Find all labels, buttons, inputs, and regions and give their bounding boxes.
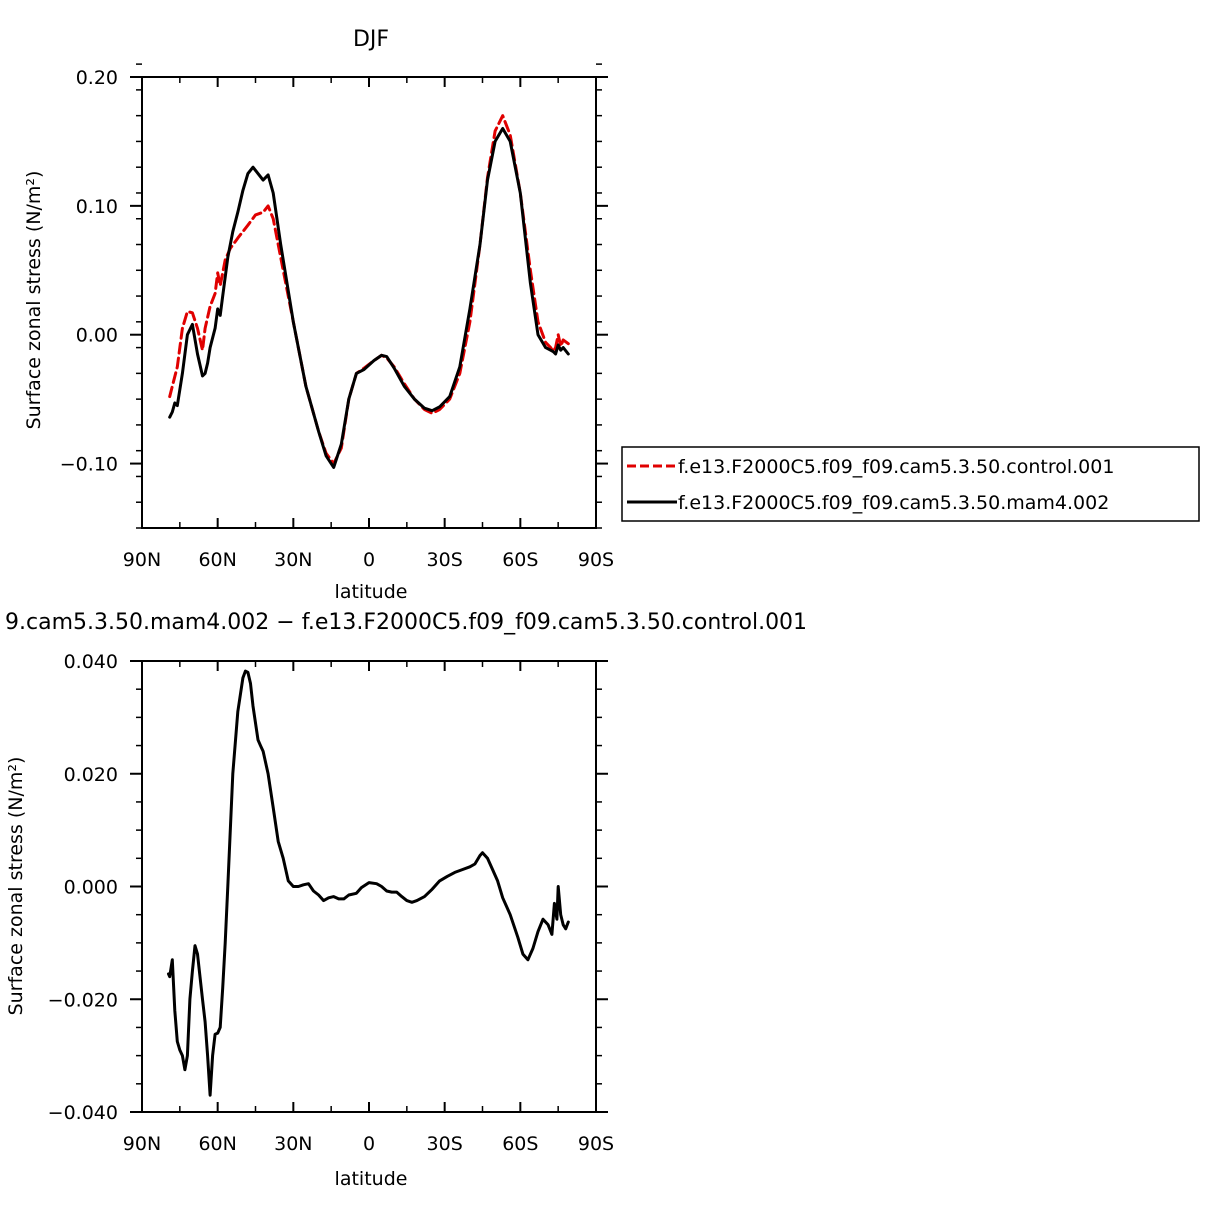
x-tick-label: 0 — [363, 1133, 375, 1155]
y-tick-label: 0.040 — [64, 651, 118, 673]
legend: f.e13.F2000C5.f09_f09.cam5.3.50.control.… — [621, 446, 1200, 522]
y-tick-label: 0.00 — [76, 325, 118, 347]
x-tick-label: 30N — [274, 549, 312, 571]
x-tick-label: 90S — [578, 1133, 614, 1155]
x-tick-label: 60N — [198, 1133, 236, 1155]
x-tick-label: 90N — [123, 1133, 161, 1155]
x-tick-label: 60S — [502, 549, 538, 571]
panel-bottom: 9.cam5.3.50.mam4.002 − f.e13.F2000C5.f09… — [5, 610, 807, 1190]
legend-label-control: f.e13.F2000C5.f09_f09.cam5.3.50.control.… — [678, 456, 1114, 478]
x-tick-label: 60S — [502, 1133, 538, 1155]
series-line-0 — [168, 114, 570, 466]
x-tick-label: 0 — [363, 549, 375, 571]
panel-bottom-ylabel: Surface zonal stress (N/m²) — [5, 757, 27, 1016]
y-tick-label: −0.020 — [48, 989, 118, 1011]
y-tick-label: −0.040 — [48, 1102, 118, 1124]
y-tick-label: −0.10 — [60, 454, 118, 476]
panel-bottom-xlabel: latitude — [335, 1168, 408, 1190]
series-line-0 — [167, 669, 570, 1097]
panel-bottom-ticks — [130, 660, 608, 1113]
y-tick-label: 0.20 — [76, 67, 118, 89]
panel-top-ylabel: Surface zonal stress (N/m²) — [23, 171, 45, 430]
panel-top-xlabel: latitude — [335, 581, 408, 603]
x-tick-label: 90N — [123, 549, 161, 571]
panel-bottom-title: 9.cam5.3.50.mam4.002 − f.e13.F2000C5.f09… — [5, 610, 807, 635]
panel-top-ticklabels: 90N 60N 30N 0 30S 60S 90S 0.20 0.10 0.00 −0.10 — [60, 67, 614, 571]
panel-top-series — [168, 114, 570, 469]
x-tick-label: 30S — [427, 1133, 463, 1155]
x-tick-label: 90S — [578, 549, 614, 571]
x-tick-label: 60N — [198, 549, 236, 571]
panel-bottom-ticklabels: 90N 60N 30N 0 30S 60S 90S 0.040 0.020 0.000 −0.020… — [48, 651, 614, 1155]
series-line-1 — [168, 127, 570, 469]
panel-top-ticks — [130, 63, 608, 529]
y-tick-label: 0.020 — [64, 764, 118, 786]
y-tick-label: 0.10 — [76, 196, 118, 218]
panel-top-title: DJF — [353, 27, 389, 52]
panel-bottom-frame — [141, 660, 597, 1113]
panel-bottom-series — [167, 669, 570, 1097]
panel-top: DJF Surface zonal stress (N/m²) latitude… — [23, 27, 1200, 603]
y-tick-label: 0.000 — [64, 877, 118, 899]
x-tick-label: 30N — [274, 1133, 312, 1155]
x-tick-label: 30S — [427, 549, 463, 571]
panel-top-frame — [141, 76, 597, 529]
legend-label-mam4: f.e13.F2000C5.f09_f09.cam5.3.50.mam4.002 — [678, 492, 1109, 514]
legend-box — [621, 446, 1200, 522]
